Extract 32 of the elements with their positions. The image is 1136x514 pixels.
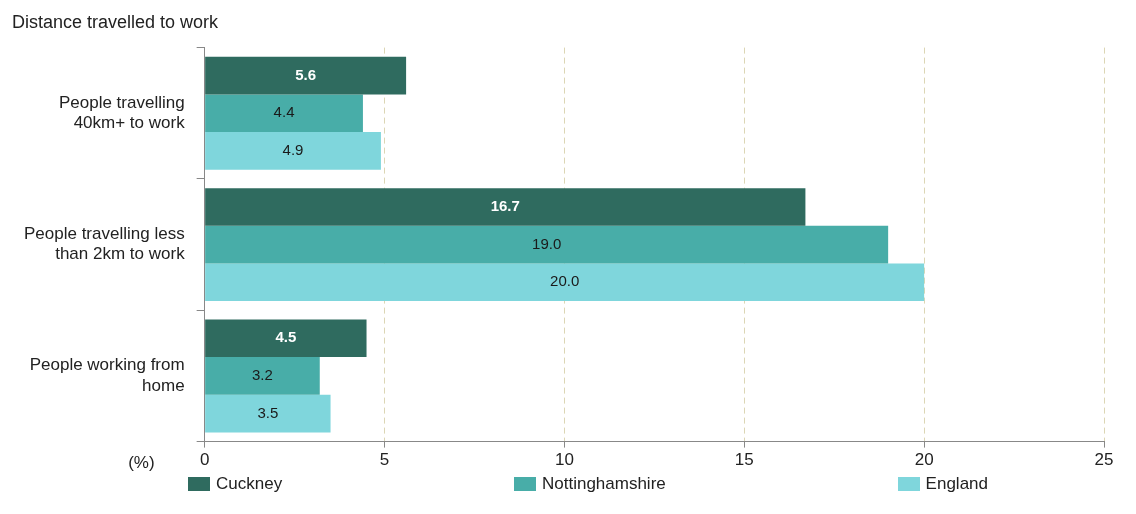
data-label: 3.5: [257, 403, 279, 421]
y-tick-label: People working from home: [29, 355, 185, 395]
data-label: 4.4: [273, 103, 295, 121]
y-tick-label: People travelling less than 2km to work: [23, 224, 186, 264]
x-tick-label: 5: [379, 450, 390, 470]
data-label: 5.6: [295, 65, 317, 83]
bar: [205, 132, 381, 170]
y-tick-label: People travelling 40km+ to work: [58, 92, 186, 133]
bar: [205, 394, 331, 433]
x-tick-label: 20: [914, 450, 934, 470]
data-label: 4.9: [282, 141, 304, 159]
data-label: 19.0: [532, 234, 562, 252]
legend-label: Cuckney: [216, 474, 283, 494]
data-label: 20.0: [550, 272, 580, 290]
bar: [205, 94, 363, 133]
bar: [205, 188, 806, 226]
chart-title: Distance travelled to work: [12, 11, 220, 32]
legend-label: England: [925, 474, 988, 494]
x-tick-label: 10: [554, 450, 574, 470]
legend-label: Nottinghamshire: [541, 474, 666, 494]
x-axis-title: (%): [128, 453, 155, 473]
bar: [205, 357, 320, 395]
data-label: 4.5: [275, 328, 297, 346]
data-label: 3.2: [252, 366, 273, 384]
bar: [205, 319, 367, 358]
x-tick-label: 0: [199, 450, 210, 470]
bar: [205, 225, 889, 264]
x-tick-label: 25: [1094, 450, 1114, 470]
data-label: 16.7: [490, 197, 520, 215]
bar: [205, 263, 925, 302]
x-tick-label: 15: [734, 450, 754, 470]
bar: [205, 56, 407, 95]
